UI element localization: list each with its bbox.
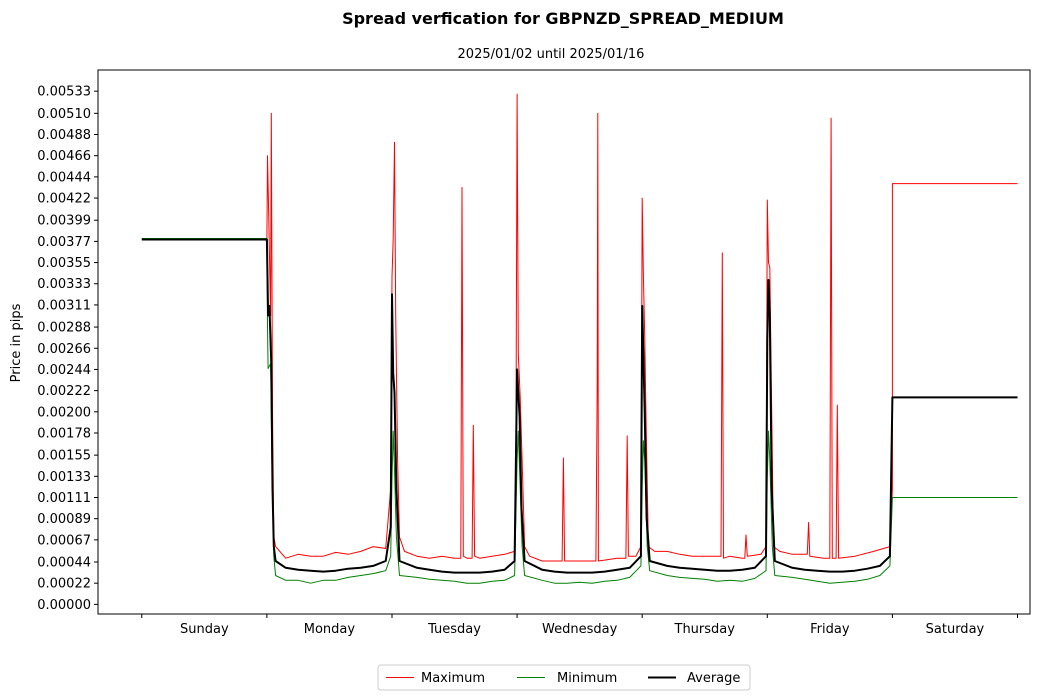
y-tick-label-16: 0.00355 — [37, 256, 91, 271]
chart-subtitle: 2025/01/02 until 2025/01/16 — [458, 47, 645, 62]
y-tick-label-12: 0.00266 — [37, 342, 91, 357]
x-tick-label-thursday: Thursday — [674, 622, 736, 637]
y-tick-label-8: 0.00178 — [37, 426, 91, 441]
series-line-minimum — [141, 238, 1018, 584]
y-tick-label-6: 0.00133 — [37, 470, 91, 485]
legend-label-average: Average — [687, 671, 740, 686]
y-tick-label-4: 0.00089 — [37, 512, 91, 527]
chart-title: Spread verfication for GBPNZD_SPREAD_MED… — [342, 9, 784, 28]
legend-box — [377, 664, 751, 691]
y-tick-label-11: 0.00244 — [37, 363, 91, 378]
series-line-average — [141, 238, 1018, 574]
series-line-maximum — [141, 93, 1018, 562]
y-tick-label-18: 0.00399 — [37, 214, 91, 229]
y-tick-label-5: 0.00111 — [37, 491, 91, 506]
y-tick-label-14: 0.00311 — [37, 298, 91, 313]
y-tick-label-9: 0.00200 — [37, 405, 91, 420]
y-tick-label-2: 0.00044 — [37, 556, 91, 571]
y-tick-label-1: 0.00022 — [37, 577, 91, 592]
y-tick-label-24: 0.00533 — [37, 85, 91, 100]
x-tick-label-tuesday: Tuesday — [427, 622, 481, 637]
y-tick-label-10: 0.00222 — [37, 384, 91, 399]
plot-frame — [97, 69, 1031, 615]
y-tick-label-21: 0.00466 — [37, 149, 91, 164]
y-tick-label-22: 0.00488 — [37, 128, 91, 143]
y-tick-label-17: 0.00377 — [37, 235, 91, 250]
y-axis-label: Price in pips — [9, 303, 24, 382]
y-tick-label-15: 0.00333 — [37, 277, 91, 292]
y-tick-label-23: 0.00510 — [37, 107, 91, 122]
x-tick-label-sunday: Sunday — [180, 622, 229, 637]
y-tick-label-19: 0.00422 — [37, 192, 91, 207]
legend-label-minimum: Minimum — [557, 671, 617, 686]
x-tick-label-saturday: Saturday — [926, 622, 985, 637]
y-tick-label-7: 0.00155 — [37, 449, 91, 464]
legend: Maximum Minimum Average — [377, 664, 751, 691]
x-tick-label-monday: Monday — [304, 622, 356, 637]
y-tick-label-0: 0.00000 — [37, 598, 91, 613]
x-tick-label-friday: Friday — [810, 622, 850, 637]
x-tick-label-wednesday: Wednesday — [542, 622, 618, 637]
plot-area: 0.00000 0.00022 0.00044 0.00067 0.00089 0.001… — [37, 69, 1031, 637]
y-tick-label-13: 0.00288 — [37, 321, 91, 336]
y-tick-label-20: 0.00444 — [37, 170, 91, 185]
legend-label-maximum: Maximum — [421, 671, 485, 686]
y-tick-label-3: 0.00067 — [37, 533, 91, 548]
